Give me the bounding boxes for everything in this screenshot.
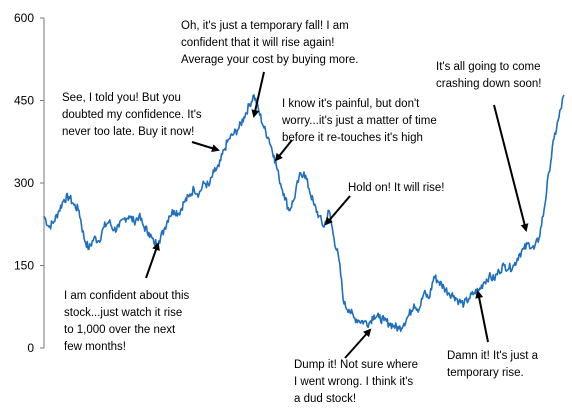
annotation-dump-it-line: I went wrong. I think it's [294,376,413,388]
annotations: See, I told you! But you doubted my confi… [62,20,541,405]
annotation-temporary-rise-line: temporary rise. [447,367,524,379]
arrow-hold-on [324,195,351,226]
annotation-temporary-fall-line: Oh, it's just a temporary fall! I am [181,20,349,32]
annotation-confident-line: few months! [64,341,126,353]
annotation-its-painful-line: I know it's painful, but don't [282,98,420,110]
annotation-confident-line: to 1,000 over the next [64,324,176,336]
annotation-crashing-down-line: crashing down soon! [436,78,541,90]
y-tick-label: 0 [27,341,34,355]
annotation-confident-line: stock...just watch it rise [64,307,182,319]
price-series-line [43,94,565,332]
annotation-its-painful-line: worry...it's just a matter of time [281,115,437,127]
y-tick-label: 150 [14,259,34,273]
annotation-temporary-fall-line: confident that it will rise again! [181,37,334,49]
y-axis-ticks: 0 150 300 450 600 [14,11,44,355]
annotation-crashing-down-line: It's all going to come [436,61,540,73]
arrow-dump-it [344,328,372,359]
arrow-buy-now [191,141,220,153]
annotation-its-painful-line: before it re-touches it's high [282,132,423,144]
annotation-arrows [145,71,529,359]
annotation-dump-it-line: Dump it! Not sure where [294,359,418,371]
annotation-dump-it-line: a dud stock! [294,393,356,405]
y-tick-label: 450 [14,94,34,108]
annotation-buy-now-line: See, I told you! But you [62,92,181,104]
annotation-temporary-rise-line: Damn it! It's just a [447,350,539,362]
arrow-its-painful [274,139,293,162]
arrow-temporary-rise [475,290,489,343]
y-tick-label: 300 [14,176,34,190]
annotation-buy-now-line: doubted my confidence. It's [62,109,202,121]
annotation-hold-on-line: Hold on! It will rise! [348,182,445,194]
annotation-buy-now-line: never too late. Buy it now! [62,126,194,138]
arrow-confident [145,242,160,279]
y-tick-label: 600 [14,11,34,25]
arrow-crashing-down [493,104,529,232]
annotation-temporary-fall-line: Average your cost by buying more. [181,54,359,66]
annotation-confident-line: I am confident about this [64,290,190,302]
arrow-temporary-fall [251,71,265,118]
